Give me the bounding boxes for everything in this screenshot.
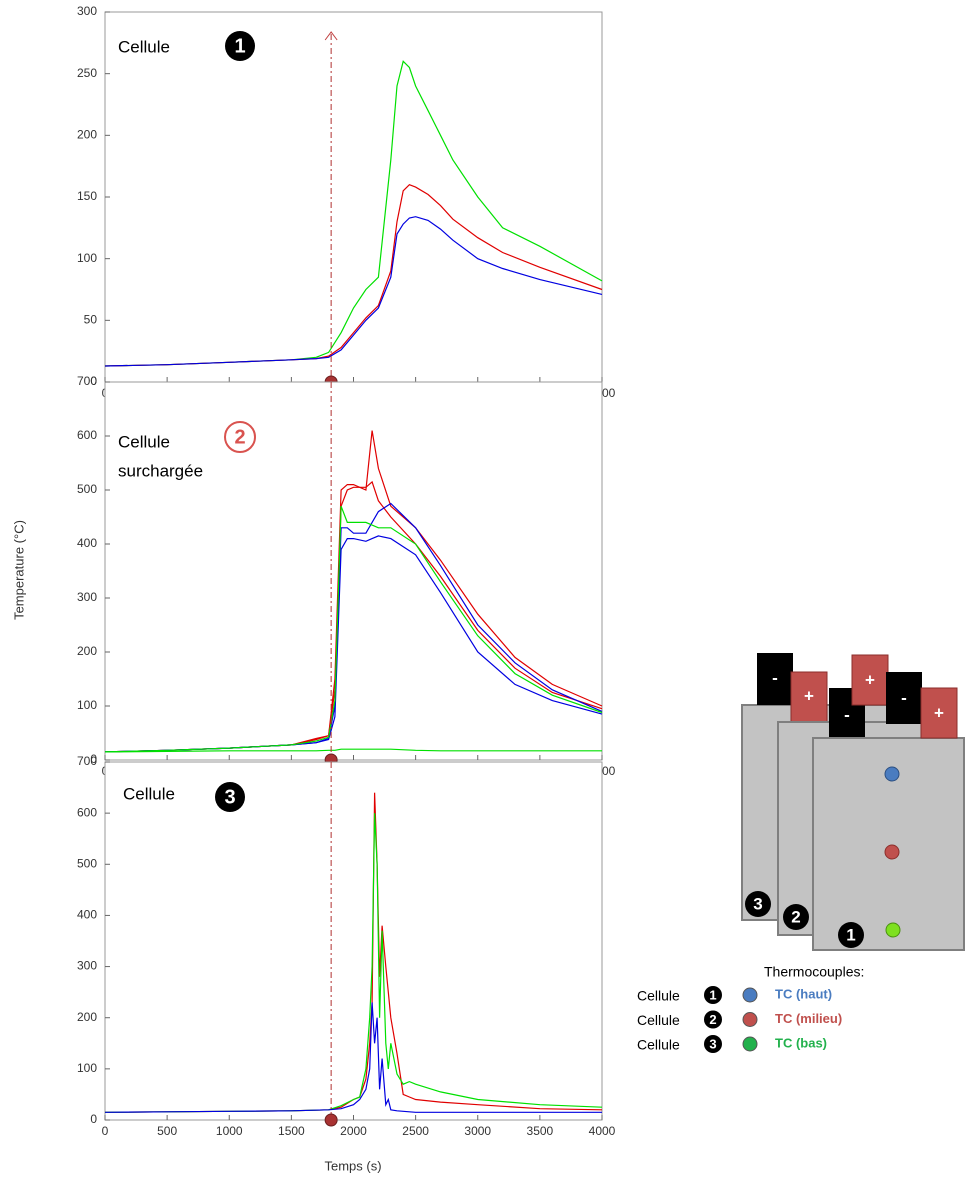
series-line xyxy=(104,216,603,367)
legend-cell-number: 3 xyxy=(709,1036,716,1051)
legend-cell-number: 2 xyxy=(709,1012,716,1027)
cell-badge xyxy=(225,31,255,61)
cell-diagram: - + - + - + 3 2 1 xyxy=(741,653,965,951)
plot-frame xyxy=(104,11,603,383)
x-tick-label: 4000 xyxy=(589,1124,616,1138)
tc-dot xyxy=(884,844,900,860)
tc-dot xyxy=(884,766,900,782)
x-tick-label: 3500 xyxy=(527,1124,554,1138)
y-tick-label: 150 xyxy=(77,189,97,203)
y-tick-label: 200 xyxy=(77,644,97,658)
legend-label: TC (bas) xyxy=(775,1035,827,1050)
legend-label: TC (milieu) xyxy=(775,1011,842,1026)
y-tick-label: 100 xyxy=(77,1061,97,1075)
y-tick-label: 700 xyxy=(77,374,97,388)
y-tick-label: 700 xyxy=(77,754,97,768)
terminal-label: + xyxy=(934,703,944,722)
terminal-label: - xyxy=(844,705,850,724)
legend-label: TC (haut) xyxy=(775,986,832,1001)
legend-cell-number: 1 xyxy=(709,987,716,1002)
cell-number-badge xyxy=(783,904,809,930)
legend-cell-label: Cellule xyxy=(637,1037,680,1053)
y-tick-label: 600 xyxy=(77,805,97,819)
y-tick-label: 400 xyxy=(77,908,97,922)
y-tick-label: 500 xyxy=(77,482,97,496)
y-tick-label: 300 xyxy=(77,4,97,18)
y-tick-label: 200 xyxy=(77,1010,97,1024)
y-tick-label: 300 xyxy=(77,959,97,973)
cell-number: 1 xyxy=(234,35,245,57)
cell-number: 1 xyxy=(846,925,855,944)
y-tick-label: 100 xyxy=(77,251,97,265)
terminal-plus xyxy=(851,654,889,706)
x-tick-label: 500 xyxy=(157,1124,177,1138)
x-tick-label: 2000 xyxy=(340,1124,367,1138)
y-tick-label: 500 xyxy=(77,856,97,870)
marker-arrow xyxy=(324,31,338,41)
tc-dot xyxy=(885,922,901,938)
y-tick-label: 200 xyxy=(77,128,97,142)
legend-dot xyxy=(742,1012,758,1027)
plot-frame xyxy=(104,761,603,1121)
marker-dot xyxy=(324,1113,338,1127)
y-tick-label: 400 xyxy=(77,536,97,550)
x-tick-label: 3000 xyxy=(464,1124,491,1138)
terminal-label: - xyxy=(901,688,907,707)
cell-badge xyxy=(224,421,256,453)
panel-label: Cellule xyxy=(118,37,170,56)
terminal-label: + xyxy=(804,686,814,705)
terminal-label: + xyxy=(865,670,875,689)
terminal-label: - xyxy=(772,668,778,687)
y-tick-label: 250 xyxy=(77,66,97,80)
series-line xyxy=(104,748,602,753)
legend-cell-badge xyxy=(704,986,722,1004)
y-axis-label: Temperature (°C) xyxy=(11,520,26,620)
terminal-plus xyxy=(790,671,828,723)
cell-number-badge xyxy=(745,891,771,917)
cell-badge xyxy=(215,782,245,812)
y-tick-label: 50 xyxy=(84,313,98,327)
cell-number-badge xyxy=(838,922,864,948)
y-tick-label: 0 xyxy=(90,1112,97,1126)
cell-number: 3 xyxy=(753,894,762,913)
legend-cell-badge xyxy=(704,1035,722,1053)
y-tick-label: 0 xyxy=(90,374,97,388)
y-tick-label: 0 xyxy=(90,752,97,766)
plot-frame xyxy=(104,381,603,761)
y-tick-label: 600 xyxy=(77,428,97,442)
terminal-minus xyxy=(757,653,793,705)
legend-cell-label: Cellule xyxy=(637,1012,680,1028)
x-tick-label: 0 xyxy=(102,1124,109,1138)
y-tick-label: 100 xyxy=(77,698,97,712)
legend: Thermocouples: xyxy=(764,964,864,980)
legend-title: Thermocouples: xyxy=(764,964,864,980)
x-tick-label: 1000 xyxy=(216,1124,243,1138)
legend-cell-label: Cellule xyxy=(637,988,680,1004)
legend-cell-badge xyxy=(704,1010,722,1029)
legend-dot xyxy=(742,987,758,1003)
panel-label: Cellule xyxy=(123,784,175,803)
series-line xyxy=(104,505,603,753)
legend-dot xyxy=(742,1036,758,1052)
x-tick-label: 2500 xyxy=(402,1124,429,1138)
terminal-plus xyxy=(920,687,958,739)
cell-number: 2 xyxy=(234,426,245,448)
y-tick-label: 300 xyxy=(77,590,97,604)
panel-label: surchargée xyxy=(118,461,203,480)
terminal-minus xyxy=(886,672,922,724)
x-tick-label: 1500 xyxy=(278,1124,305,1138)
cell-number: 3 xyxy=(224,786,235,808)
x-axis-label: Temps (s) xyxy=(324,1158,381,1173)
panel-label: Cellule xyxy=(118,432,170,451)
series-line xyxy=(104,1002,602,1113)
series-line xyxy=(104,60,603,367)
cell-number: 2 xyxy=(791,907,800,926)
